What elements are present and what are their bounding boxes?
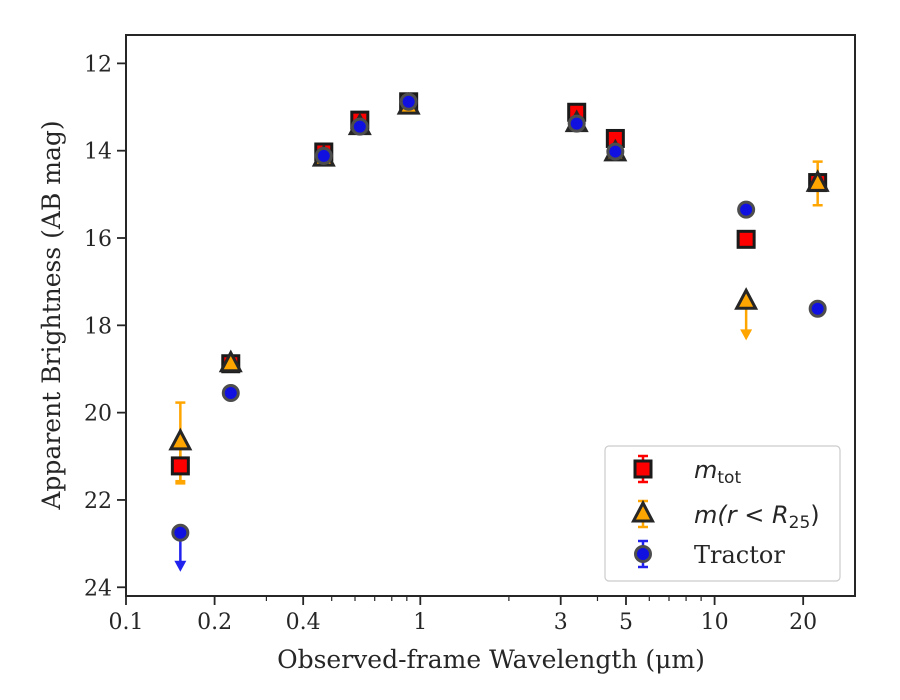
- y-tick-label-2: 16: [84, 227, 112, 252]
- series-2-point-0: [171, 523, 190, 542]
- x-tick-label-4: 3: [554, 610, 568, 635]
- legend-label-2-main: Tractor: [694, 541, 785, 569]
- legend-label-1-sub: 25: [789, 513, 811, 533]
- series-2-point-8: [808, 299, 827, 318]
- series-2-limit-arrow-0-head: [174, 560, 187, 572]
- legend-marker-1: [631, 499, 655, 523]
- plot-frame: [125, 34, 856, 597]
- series-1-point-1: [218, 349, 243, 373]
- legend-label-1: m(r < R25): [694, 501, 820, 533]
- legend-box: [604, 445, 841, 582]
- legend-label-0-main: m: [694, 456, 717, 484]
- series-1-point-8: [805, 169, 830, 192]
- x-tick-label-3: 1: [413, 610, 427, 635]
- y-tick-label-5: 22: [84, 489, 112, 514]
- series-1: [168, 91, 830, 451]
- legend-entry-0: mtot: [633, 454, 741, 488]
- legend-label-0-sub: tot: [717, 468, 741, 488]
- series-1-point-7: [734, 287, 759, 310]
- legend: mtot m(r < R25) Tractor: [604, 445, 841, 582]
- x-tick-label-6: 10: [701, 610, 729, 635]
- series-2-point-2: [314, 146, 333, 165]
- x-tick-label-5: 5: [619, 610, 633, 635]
- series-2-point-3: [350, 117, 369, 136]
- y-tick-label-4: 20: [84, 402, 112, 427]
- x-tick-label-7: 20: [789, 610, 817, 635]
- series-2-point-6: [606, 142, 625, 161]
- series-2-point-7: [737, 200, 756, 219]
- axes: 0.1 0.2 0.4 1 3 5 10 20 12 14 16 18 20 22 24: [84, 34, 856, 635]
- y-tick-label-1: 14: [84, 140, 112, 165]
- series-2-point-4: [399, 92, 418, 111]
- legend-label-1-main: m(r < R: [694, 501, 789, 529]
- y-axis-label: Apparent Brightness (AB mag): [37, 120, 66, 510]
- series-2: [171, 92, 827, 542]
- series-0: [170, 92, 828, 476]
- plot-area: [168, 91, 830, 572]
- legend-marker-0: [633, 459, 653, 479]
- series-1-limit-arrow-7-head: [740, 329, 753, 341]
- x-tick-label-1: 0.2: [197, 610, 232, 635]
- x-tick-label-2: 0.4: [286, 610, 321, 635]
- series-1-point-0: [168, 427, 193, 451]
- legend-marker-2: [634, 545, 652, 563]
- legend-label-0: mtot: [694, 456, 741, 488]
- series-0-point-7: [736, 229, 756, 249]
- x-tick-label-0: 0.1: [109, 610, 144, 635]
- y-tick-label-3: 18: [84, 314, 112, 339]
- legend-label-2: Tractor: [694, 541, 785, 569]
- legend-entry-2: Tractor: [634, 539, 785, 569]
- legend-label-1-tail: ): [810, 501, 819, 529]
- series-2-point-1: [221, 383, 240, 402]
- series-0-point-0: [170, 456, 190, 476]
- legend-entry-1: m(r < R25): [631, 499, 820, 533]
- x-axis-label: Observed-frame Wavelength (μm): [277, 645, 705, 674]
- y-tick-label-6: 24: [84, 576, 112, 601]
- y-tick-label-0: 12: [84, 52, 112, 77]
- series-2-point-5: [567, 114, 586, 133]
